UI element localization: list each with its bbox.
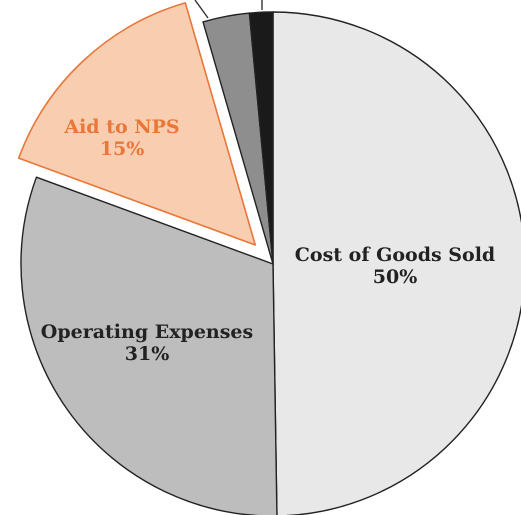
pie-slice-aid-to-nps (17, 2, 257, 246)
slice-percent: 31% (125, 343, 170, 365)
slice-name: Cost of Goods Sold (295, 244, 495, 266)
pie-slice-slice-4 (248, 11, 274, 265)
slice-label-cost-of-goods-sold: Cost of Goods Sold 50% (295, 244, 495, 288)
slice-label-operating-expenses: Operating Expenses 31% (41, 321, 253, 365)
slice-percent: 50% (373, 266, 418, 288)
slice-name: Operating Expenses (41, 321, 253, 343)
slice-label-aid-to-nps: Aid to NPS 15% (63, 116, 179, 160)
callout-line-gray (194, 0, 209, 19)
slice-percent: 15% (100, 138, 145, 160)
pie-slices (17, 2, 521, 515)
pie-slice-operating-expenses (20, 176, 278, 515)
callout-lines (194, 0, 263, 19)
pie-labels: Cost of Goods Sold 50% Operating Expenses 3… (41, 116, 495, 365)
slice-name: Aid to NPS (63, 116, 179, 138)
pie-slice-cost-of-goods-sold (272, 11, 521, 515)
